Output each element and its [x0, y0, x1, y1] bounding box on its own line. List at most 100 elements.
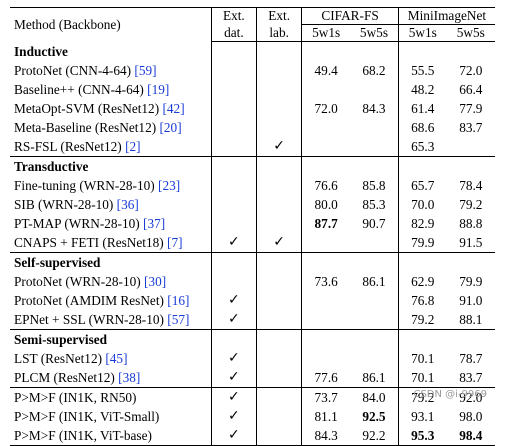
ext-label-check — [255, 213, 302, 233]
value-cell: 79.2 — [459, 196, 483, 212]
ext-dat-header-2: dat. — [210, 24, 257, 42]
value-cell: 98.4 — [446, 425, 495, 446]
empty-cell — [350, 328, 399, 349]
empty-cell — [255, 41, 302, 61]
citation-link[interactable]: [36] — [116, 196, 139, 212]
table-row: PT-MAP (WRN-28-10) [37] 87.7 90.7 82.9 88.8 — [10, 213, 495, 233]
method-cell: Fine-tuning (WRN-28-10) [23] — [10, 176, 211, 195]
value-cell: 73.6 — [301, 271, 351, 291]
citation-link[interactable]: [23] — [158, 177, 181, 193]
value-cell: 90.7 — [362, 215, 386, 231]
value-cell: 70.0 — [397, 194, 447, 214]
header-row-2: dat. lab. 5w1s 5w5s 5w1s 5w5s — [10, 24, 495, 42]
value-cell: 49.4 — [301, 60, 351, 80]
ext-data-check — [210, 194, 257, 214]
ext-data-check — [210, 213, 257, 233]
value-cell: 65.3 — [397, 136, 447, 156]
value-cell: 70.1 — [397, 348, 447, 368]
ours-row: P>M>F (IN1K, ViT-base) ✓ 84.3 92.2 95.3 98.4 — [10, 425, 495, 446]
empty-cell — [255, 251, 302, 272]
citation-link[interactable]: [57] — [167, 311, 190, 327]
empty-cell — [447, 42, 495, 61]
citation-link[interactable]: [30] — [144, 273, 167, 289]
method-cell: CNAPS + FETI (ResNet18) [7] — [10, 233, 211, 253]
method-name: Meta-Baseline (ResNet12) — [14, 119, 160, 135]
section-label: Self-supervised — [10, 251, 212, 272]
citation-link[interactable]: [38] — [118, 369, 141, 385]
value-cell: 98.0 — [459, 408, 483, 424]
method-cell: PT-MAP (WRN-28-10) [37] — [10, 214, 211, 233]
value-cell: 92.2 — [350, 425, 399, 446]
section-row: Transductive — [10, 155, 495, 176]
ext-data-check — [210, 60, 257, 80]
value-cell: 91.0 — [459, 292, 483, 308]
value-cell: 84.3 — [301, 425, 351, 446]
value-cell: 86.1 — [362, 369, 386, 385]
table-row: CNAPS + FETI (ResNet18) [7] ✓ ✓ 79.9 91.5 — [10, 232, 495, 253]
value-cell: 72.0 — [301, 98, 351, 118]
empty-cell — [397, 328, 447, 349]
table-row: Meta-Baseline (ResNet12) [20] 68.6 83.7 — [10, 117, 495, 137]
method-name: EPNet + SSL (WRN-28-10) — [14, 311, 168, 327]
value-cell — [350, 233, 398, 253]
method-name: RS-FSL (ResNet12) — [14, 138, 126, 154]
ext-label-check — [255, 348, 302, 368]
ext-lab-header-1: Ext. — [255, 7, 302, 25]
table-row: ProtoNet (CNN-4-64) [59] 49.4 68.2 55.5 72.0 — [10, 60, 495, 80]
empty-cell — [255, 328, 302, 349]
method-cell: LST (ResNet12) [45] — [10, 349, 211, 368]
section-row: Self-supervised — [10, 251, 495, 272]
section-row: Inductive — [10, 41, 495, 61]
ext-label-check — [255, 117, 302, 137]
value-cell: 85.8 — [362, 177, 386, 193]
table-row: ProtoNet (WRN-28-10) [30] 73.6 86.1 62.9 79.… — [10, 271, 495, 291]
value-cell: 55.5 — [397, 60, 447, 80]
value-cell: 88.8 — [459, 215, 483, 231]
citation-link[interactable]: [7] — [167, 234, 183, 250]
ext-data-check — [210, 175, 257, 195]
citation-link[interactable]: [20] — [159, 119, 182, 135]
ext-label-check — [255, 309, 302, 329]
ext-data-check — [210, 136, 257, 156]
citation-link[interactable]: [37] — [143, 215, 166, 231]
value-cell: 73.7 — [301, 386, 351, 407]
method-cell: RS-FSL (ResNet12) [2] — [10, 137, 211, 157]
ext-data-check — [210, 79, 257, 99]
method-name: PLCM (ResNet12) — [14, 369, 119, 385]
citation-link[interactable]: [59] — [134, 62, 157, 78]
section-row: Semi-supervised — [10, 328, 495, 349]
empty-cell — [210, 251, 257, 272]
value-cell: 66.4 — [459, 81, 483, 97]
citation-link[interactable]: [16] — [167, 292, 190, 308]
value-cell — [301, 348, 351, 368]
value-cell: 93.1 — [397, 406, 447, 426]
value-cell — [447, 137, 495, 157]
ext-label-check — [255, 271, 302, 291]
method-header: Method (Backbone) — [10, 7, 212, 42]
empty-cell — [350, 155, 399, 176]
citation-link[interactable]: [45] — [105, 350, 128, 366]
method-cell: P>M>F (IN1K, ViT-base) — [10, 425, 212, 446]
citation-link[interactable]: [42] — [162, 100, 185, 116]
citation-link[interactable]: [2] — [125, 138, 141, 154]
citation-link[interactable]: [19] — [147, 81, 170, 97]
ext-label-check — [255, 60, 302, 80]
value-cell — [301, 232, 351, 252]
ext-label-check — [255, 367, 302, 387]
value-cell — [350, 137, 398, 157]
ext-data-check — [210, 117, 257, 137]
empty-cell — [255, 155, 302, 176]
empty-cell — [301, 41, 351, 61]
value-cell: 61.4 — [397, 98, 447, 118]
section-label: Inductive — [14, 43, 68, 59]
results-body: Inductive ProtoNet (CNN-4-64) [59] 49.4 68.… — [10, 41, 495, 446]
shot-header: 5w1s — [397, 24, 447, 42]
empty-cell — [210, 328, 257, 349]
ext-label-check — [255, 175, 302, 195]
value-cell: 87.7 — [301, 213, 351, 233]
value-cell: 84.3 — [362, 100, 386, 116]
value-cell: 79.2 — [397, 309, 447, 329]
method-cell: ProtoNet (CNN-4-64) [59] — [10, 61, 211, 80]
method-name: LST (ResNet12) — [14, 350, 106, 366]
table-row: PLCM (ResNet12) [38] ✓ 77.6 86.1 70.1 83.7 — [10, 367, 495, 387]
